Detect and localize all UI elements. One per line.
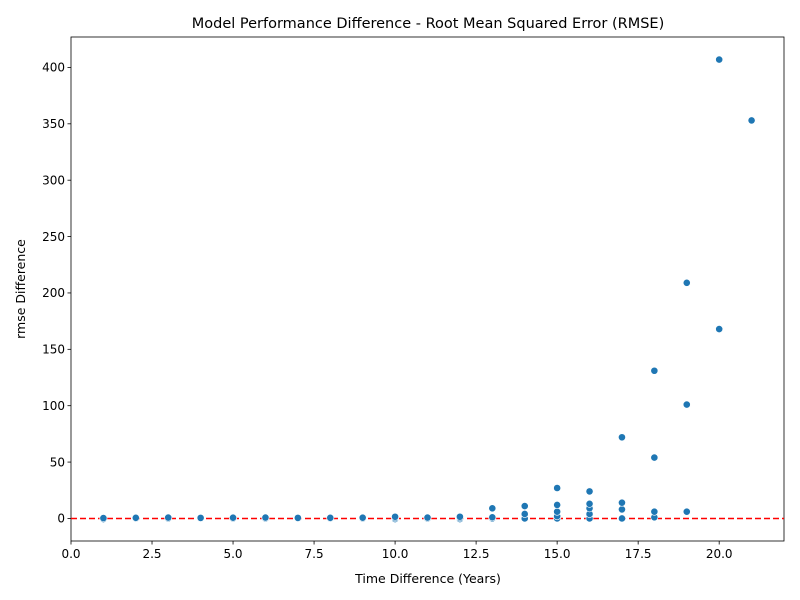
y-axis-label: rmse Difference <box>13 239 28 339</box>
data-point <box>99 514 108 523</box>
data-point <box>423 513 432 522</box>
data-point <box>456 512 464 521</box>
data-point <box>326 513 335 522</box>
data-point <box>520 510 529 518</box>
y-tick-label: 250 <box>42 230 65 244</box>
x-tick-label: 0.0 <box>61 547 80 561</box>
data-point <box>261 513 270 522</box>
x-tick-label: 20.0 <box>706 547 733 561</box>
x-axis-label: Time Difference (Years) <box>354 571 501 586</box>
y-tick-label: 0 <box>57 512 65 526</box>
x-tick-label: 12.5 <box>463 547 490 561</box>
data-point <box>358 513 367 522</box>
y-tick-label: 400 <box>42 61 65 75</box>
data-point <box>585 487 594 496</box>
data-point <box>229 513 237 522</box>
y-tick-label: 150 <box>42 343 65 357</box>
data-point <box>196 513 205 522</box>
y-tick-label: 350 <box>42 117 65 131</box>
data-point <box>747 116 756 125</box>
chart-title: Model Performance Difference - Root Mean… <box>192 16 665 32</box>
data-point <box>682 278 691 287</box>
data-point <box>715 325 724 333</box>
data-point <box>520 502 529 510</box>
plot-area: 0.0 2.5 5.0 7.5 10.0 12.5 15.0 17.5 20.0 0 50 100 15… <box>42 36 785 561</box>
data-point <box>553 501 562 509</box>
x-tick-label: 15.0 <box>544 547 571 561</box>
y-tick-label: 200 <box>42 286 65 300</box>
data-point <box>618 514 626 523</box>
data-point <box>293 513 302 522</box>
data-point <box>682 400 691 409</box>
data-point <box>164 513 173 522</box>
data-point <box>488 513 497 522</box>
data-point <box>682 507 691 516</box>
data-point <box>618 498 626 507</box>
data-point <box>650 366 659 375</box>
axes-frame <box>70 36 785 542</box>
data-point <box>715 55 724 64</box>
data-point <box>553 484 562 492</box>
data-point <box>488 504 497 513</box>
y-tick-label: 300 <box>42 173 65 187</box>
data-point <box>585 499 594 508</box>
data-point <box>650 453 659 462</box>
data-point <box>391 512 399 521</box>
x-tick-label: 2.5 <box>142 547 161 561</box>
x-tick-label: 10.0 <box>382 547 409 561</box>
data-point <box>650 507 659 516</box>
data-point <box>618 433 626 442</box>
data-point <box>131 513 140 522</box>
y-tick-label: 100 <box>42 399 65 413</box>
x-tick-label: 17.5 <box>625 547 652 561</box>
data-point <box>618 505 626 514</box>
x-tick-label: 7.5 <box>305 547 324 561</box>
data-point <box>553 507 562 516</box>
y-tick-label: 50 <box>50 455 65 469</box>
x-tick-label: 5.0 <box>223 547 242 561</box>
